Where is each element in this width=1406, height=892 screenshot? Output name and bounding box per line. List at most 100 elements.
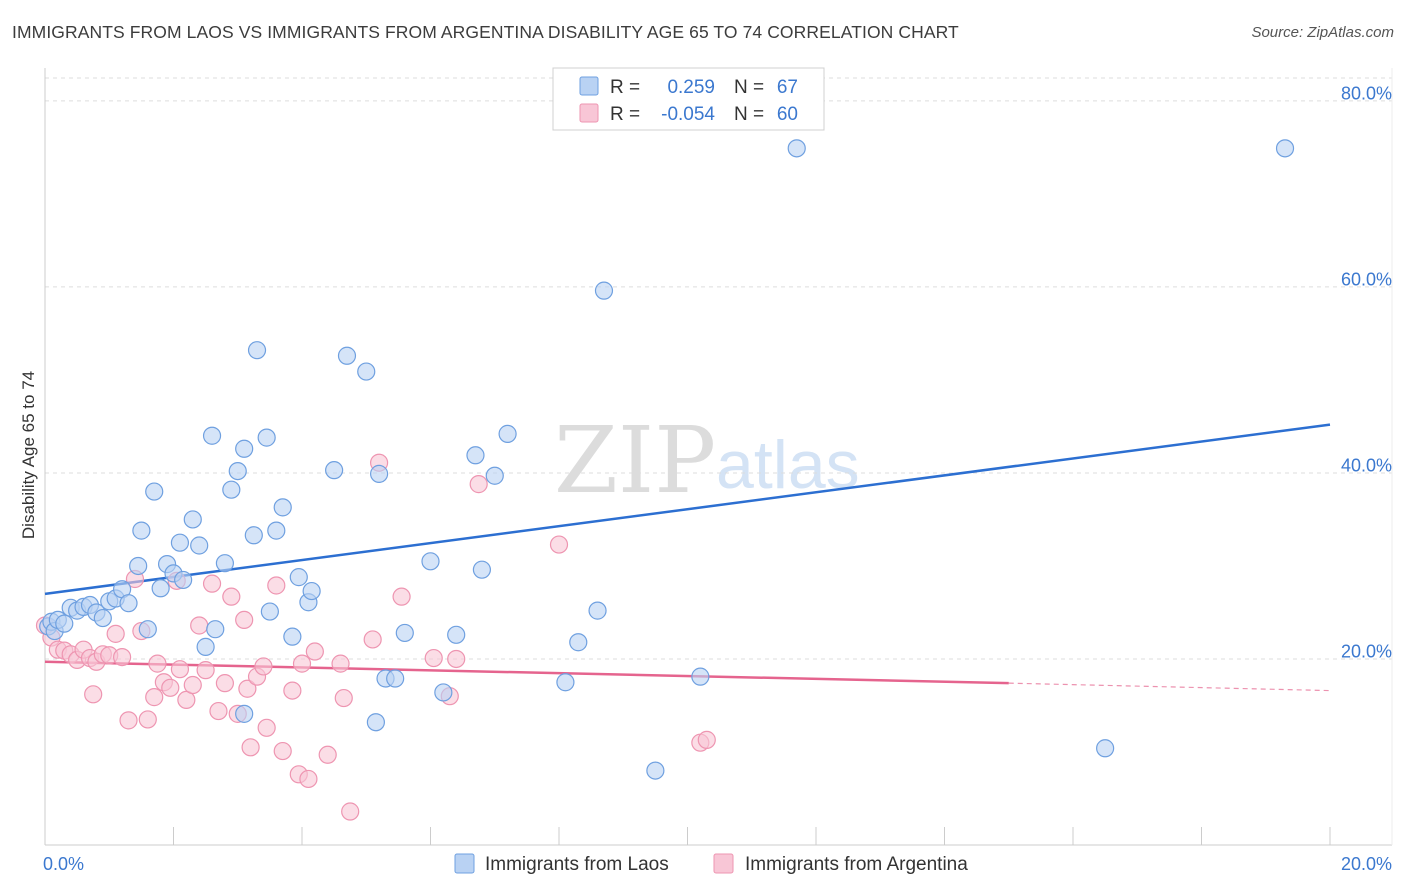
data-point-argentina (209, 701, 228, 721)
data-point-argentina (283, 681, 302, 700)
data-point-laos (260, 602, 279, 621)
data-point-argentina (392, 587, 411, 606)
stats-legend: R = 0.259 N = 67 R = -0.054 N = 60 (552, 67, 825, 131)
stats-legend-r-value-argentina: -0.054 (661, 104, 715, 125)
data-point-laos (588, 601, 607, 620)
stats-legend-n-value-laos: 67 (777, 77, 798, 98)
data-point-argentina (161, 678, 180, 697)
series-legend-swatch-laos (454, 853, 475, 874)
data-point-argentina (318, 745, 337, 764)
data-point-laos (202, 426, 222, 445)
data-point-argentina (305, 642, 324, 661)
data-point-laos (421, 552, 440, 571)
data-point-argentina (119, 711, 138, 730)
data-point-argentina (257, 718, 276, 737)
series-legend-label-argentina: Immigrants from Argentina (745, 854, 968, 875)
y-tick-labels: 20.0% 40.0% 60.0% 80.0% (1341, 83, 1392, 661)
data-point-laos (447, 625, 466, 644)
data-point-laos (170, 533, 190, 552)
y-tick-label: 80.0% (1341, 83, 1392, 103)
data-point-laos (183, 510, 202, 529)
chart-source: Source: ZipAtlas.com (1251, 24, 1394, 41)
data-point-laos (257, 428, 276, 447)
data-point-argentina (138, 710, 157, 729)
data-point-laos (132, 521, 151, 540)
watermark: ZIP atlas (554, 407, 860, 514)
data-point-laos (206, 620, 225, 639)
series-legend: Immigrants from Laos Immigrants from Arg… (454, 853, 968, 875)
data-point-argentina (170, 660, 190, 679)
data-point-laos (787, 139, 806, 158)
data-point-laos (498, 424, 517, 443)
data-point-laos (325, 461, 344, 480)
data-point-argentina (549, 535, 569, 554)
data-point-laos (691, 667, 710, 686)
data-point-laos (386, 669, 405, 688)
data-point-laos (235, 439, 254, 458)
data-point-laos (93, 608, 112, 628)
data-point-laos (228, 461, 247, 481)
stats-legend-n-label-argentina: N = (734, 104, 764, 125)
data-point-argentina (196, 661, 215, 680)
data-point-argentina (299, 769, 318, 789)
data-point-laos (129, 556, 148, 576)
data-point-laos (119, 594, 138, 613)
data-point-argentina (202, 574, 222, 593)
data-point-laos (222, 480, 241, 499)
stats-legend-r-label-argentina: R = (610, 104, 640, 125)
data-point-argentina (469, 475, 488, 494)
data-point-laos (190, 536, 209, 555)
data-point-argentina (697, 730, 716, 749)
data-point-argentina (238, 679, 257, 698)
data-point-laos (646, 761, 665, 780)
stats-legend-n-label-laos: N = (734, 77, 764, 98)
stats-legend-n-value-argentina: 60 (777, 104, 798, 125)
data-point-laos (273, 498, 292, 517)
data-point-laos (267, 521, 286, 540)
y-tick-label: 60.0% (1341, 269, 1392, 289)
stats-legend-swatch-laos (579, 76, 599, 96)
data-point-argentina (183, 675, 202, 695)
data-point-laos (302, 581, 321, 601)
watermark-atlas: atlas (716, 427, 860, 503)
data-point-laos (434, 683, 453, 702)
data-point-laos (215, 554, 234, 573)
stats-legend-r-label-laos: R = (610, 77, 640, 98)
data-point-argentina (254, 657, 273, 676)
data-point-laos (485, 466, 504, 485)
data-point-laos (466, 446, 485, 465)
data-point-laos (151, 579, 170, 598)
data-point-argentina (145, 688, 164, 707)
axes (44, 68, 1393, 846)
data-point-laos (244, 526, 263, 545)
data-point-argentina (112, 648, 132, 667)
data-point-laos (283, 627, 302, 646)
data-point-argentina (331, 654, 350, 673)
data-point-laos (366, 713, 385, 732)
data-point-laos (196, 637, 215, 656)
data-point-laos (174, 570, 193, 590)
data-point-argentina (341, 802, 360, 821)
data-point-argentina (222, 587, 241, 606)
stats-legend-r-value-laos: 0.259 (667, 77, 715, 98)
data-point-laos (55, 614, 74, 633)
data-point-laos (138, 620, 157, 639)
y-tick-label: 20.0% (1341, 641, 1392, 661)
data-point-laos (370, 464, 389, 483)
chart-title: IMMIGRANTS FROM LAOS VS IMMIGRANTS FROM … (12, 22, 959, 42)
data-point-laos (556, 673, 575, 692)
data-point-argentina (241, 738, 260, 757)
y-tick-label: 40.0% (1341, 455, 1392, 475)
data-point-laos (247, 341, 267, 360)
data-point-argentina (424, 648, 443, 668)
data-point-laos (472, 560, 491, 579)
series-legend-label-laos: Immigrants from Laos (485, 854, 669, 875)
watermark-zip: ZIP (554, 407, 716, 514)
data-point-argentina (292, 654, 312, 673)
trend-line-laos (44, 423, 1331, 596)
gridlines (45, 77, 1392, 660)
data-point-laos (1096, 739, 1115, 758)
data-point-laos (569, 633, 588, 652)
data-point-argentina (363, 630, 382, 649)
